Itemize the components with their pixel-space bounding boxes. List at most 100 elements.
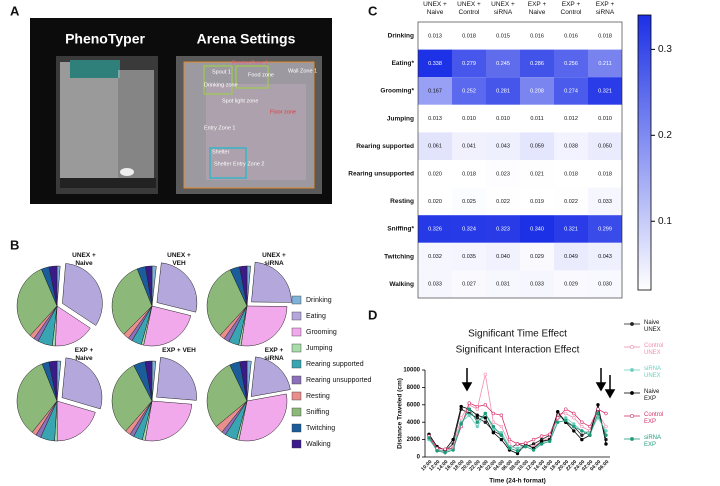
data-point — [531, 448, 536, 452]
data-point — [499, 424, 504, 429]
y-axis-title: Distance Traveled (cm) — [397, 378, 404, 449]
panel-label: A — [10, 3, 20, 18]
y-tick-label: 10000 — [403, 368, 420, 374]
data-point — [467, 407, 471, 411]
zone-label: Feeder Zone 1 — [232, 60, 268, 66]
cell-label: 0.252 — [462, 88, 476, 94]
legend-label: Control UNEX — [644, 343, 664, 356]
legend-marker — [630, 345, 634, 349]
cell-label: 0.061 — [428, 144, 442, 150]
legend-swatch — [291, 359, 302, 369]
panel-label: D — [368, 307, 377, 322]
data-point — [572, 411, 576, 416]
cell-label: 0.020 — [428, 199, 442, 205]
heat-cell — [588, 215, 622, 243]
heat-cell — [486, 160, 520, 188]
column-label: EXP + siRNA — [595, 1, 615, 16]
data-point — [467, 413, 471, 417]
data-point — [572, 429, 576, 433]
cell-label: 0.029 — [564, 282, 578, 288]
data-point — [596, 403, 600, 407]
zone-outline — [203, 65, 233, 95]
cell-label: 0.256 — [564, 61, 578, 67]
cell-label: 0.274 — [564, 88, 578, 94]
heat-cell — [418, 132, 452, 160]
heat-cell — [554, 104, 588, 133]
legend-marker — [630, 414, 634, 418]
colorbar — [637, 14, 652, 291]
pie-slice — [111, 268, 153, 335]
cell-label: 0.022 — [496, 199, 510, 205]
row-label: Drinking — [388, 33, 414, 40]
heat-cell — [486, 215, 520, 243]
zone-label: Entry Zone 1 — [204, 125, 236, 131]
x-axis-title: Time (24-h format) — [489, 478, 546, 485]
legend-swatch — [291, 391, 302, 401]
heat-cell — [452, 160, 486, 188]
arrow-head — [461, 382, 473, 392]
data-point — [475, 420, 479, 424]
cell-label: 0.030 — [598, 282, 612, 288]
heat-cell — [452, 49, 486, 78]
row-label: Rearing supported — [356, 143, 414, 150]
pie-slice — [16, 268, 58, 336]
cage-floor — [60, 178, 156, 188]
data-point — [507, 437, 512, 442]
cell-label: 0.018 — [598, 33, 612, 39]
data-point — [580, 433, 584, 437]
data-point — [491, 420, 496, 424]
data-point — [580, 437, 584, 442]
mouse — [120, 168, 134, 176]
cell-label: 0.019 — [530, 199, 544, 205]
heat-cell — [520, 77, 554, 105]
data-point — [580, 424, 584, 429]
heat-cell — [588, 22, 622, 50]
row-label: Eating* — [392, 60, 415, 67]
pie-slice — [144, 360, 153, 402]
legend-label: siRNA EXP — [644, 435, 661, 448]
heat-cell — [554, 215, 588, 243]
legend-label: Control EXP — [644, 412, 664, 425]
heat-cell — [588, 270, 622, 298]
heat-cell — [554, 270, 588, 298]
colorbar-tick-label: 0.1 — [658, 216, 672, 227]
cell-label: 0.018 — [462, 33, 476, 39]
data-point — [515, 442, 520, 446]
cage-wall — [60, 62, 118, 182]
data-point — [547, 432, 552, 437]
cell-label: 0.018 — [564, 171, 578, 177]
data-point — [491, 411, 496, 416]
chart-subtitle: Significant Interaction Effect — [456, 345, 580, 356]
row-label: Jumping — [387, 115, 414, 122]
data-point — [459, 422, 463, 426]
pie-title: EXP + VEH — [162, 347, 196, 354]
cell-label: 0.021 — [530, 171, 544, 177]
column-label: UNEX + siRNA — [491, 1, 515, 16]
data-point — [588, 424, 592, 429]
cell-label: 0.012 — [564, 116, 578, 122]
legend-label: Drinking — [306, 297, 332, 304]
data-point — [459, 416, 463, 420]
heat-cell — [418, 77, 452, 105]
pie-slice — [250, 356, 291, 397]
data-point — [459, 404, 463, 409]
cell-label: 0.050 — [598, 144, 612, 150]
cell-label: 0.023 — [496, 171, 510, 177]
heat-cell — [520, 132, 554, 160]
cell-label: 0.029 — [530, 254, 544, 260]
heat-cell — [588, 160, 622, 188]
cell-label: 0.286 — [530, 61, 544, 67]
data-point — [604, 433, 608, 437]
data-point — [539, 434, 544, 438]
data-point — [483, 411, 488, 416]
y-tick-label: 0 — [417, 455, 421, 461]
cell-label: 0.010 — [496, 116, 510, 122]
y-tick-label: 2000 — [407, 437, 421, 443]
cell-label: 0.059 — [530, 144, 544, 150]
data-point — [491, 424, 496, 429]
pie-slice — [151, 265, 157, 307]
pie-slice — [251, 261, 292, 303]
data-point — [483, 403, 488, 407]
cell-label: 0.038 — [564, 144, 578, 150]
zone-outline — [235, 65, 269, 89]
